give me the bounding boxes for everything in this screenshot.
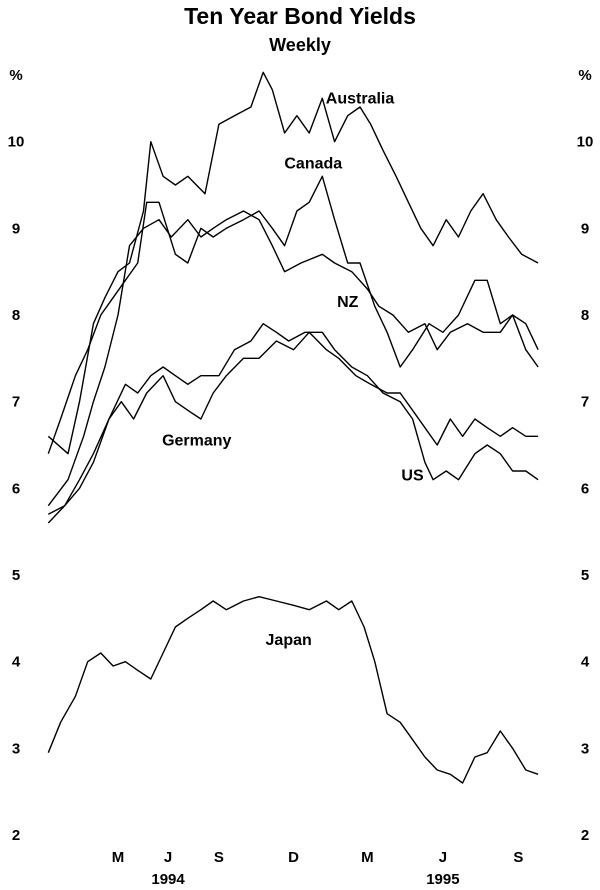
- y-tick-label-left: 10: [8, 134, 25, 151]
- y-tick-label-left: 4: [12, 654, 21, 671]
- y-tick-label-left: 9: [12, 220, 20, 237]
- y-tick-label-right: 3: [581, 740, 589, 757]
- series-line-us: [47, 323, 539, 524]
- y-tick-label-right: 4: [581, 654, 590, 671]
- y-tick-label-right: 6: [581, 480, 589, 497]
- y-tick-label-right: 2: [581, 827, 589, 844]
- y-tick-label-left: 5: [12, 567, 20, 584]
- series-label-germany: Germany: [162, 433, 231, 450]
- y-axis-right: 2 3 4 5 6 7 8 9 10: [577, 134, 594, 844]
- y-unit-left: %: [9, 67, 22, 84]
- y-tick-label-left: 2: [12, 827, 20, 844]
- y-tick-label-left: 6: [12, 480, 20, 497]
- series-line-japan: [47, 596, 539, 784]
- y-tick-label-right: 10: [577, 134, 594, 151]
- series-label-us: US: [401, 467, 424, 484]
- x-tick-label: M: [361, 849, 374, 866]
- x-year-label: 1994: [151, 871, 185, 888]
- x-tick-label: S: [214, 849, 224, 866]
- series-label-japan: Japan: [266, 632, 312, 649]
- y-tick-label-left: 7: [12, 394, 20, 411]
- series-line-nz: [47, 210, 539, 507]
- series-label-nz: NZ: [337, 294, 359, 311]
- x-tick-label: J: [164, 849, 172, 866]
- series-label-australia: Australia: [326, 90, 395, 107]
- y-unit-right: %: [578, 67, 591, 84]
- y-tick-label-right: 8: [581, 307, 589, 324]
- x-year-label: 1995: [426, 871, 459, 888]
- series-label-canada: Canada: [284, 155, 342, 172]
- x-tick-label: J: [439, 849, 447, 866]
- y-axis-left: 2 3 4 5 6 7 8 9 10: [8, 134, 25, 844]
- x-tick-label: S: [513, 849, 523, 866]
- x-axis: M J S D M J S 1994 1995: [112, 849, 524, 888]
- y-tick-label-right: 7: [581, 394, 589, 411]
- series-line-canada: [47, 175, 539, 454]
- chart-subtitle: Weekly: [269, 35, 331, 55]
- chart-title: Ten Year Bond Yields: [184, 3, 416, 29]
- x-tick-label: D: [288, 849, 299, 866]
- series-line-australia: [47, 71, 539, 455]
- y-tick-label-left: 3: [12, 740, 20, 757]
- series-layer: [47, 71, 539, 784]
- y-tick-label-right: 9: [581, 220, 589, 237]
- x-tick-label: M: [112, 849, 125, 866]
- series-line-germany: [47, 331, 539, 515]
- y-tick-label-right: 5: [581, 567, 589, 584]
- y-tick-label-left: 8: [12, 307, 20, 324]
- series-labels: Australia Canada NZ Germany US Japan: [162, 90, 424, 649]
